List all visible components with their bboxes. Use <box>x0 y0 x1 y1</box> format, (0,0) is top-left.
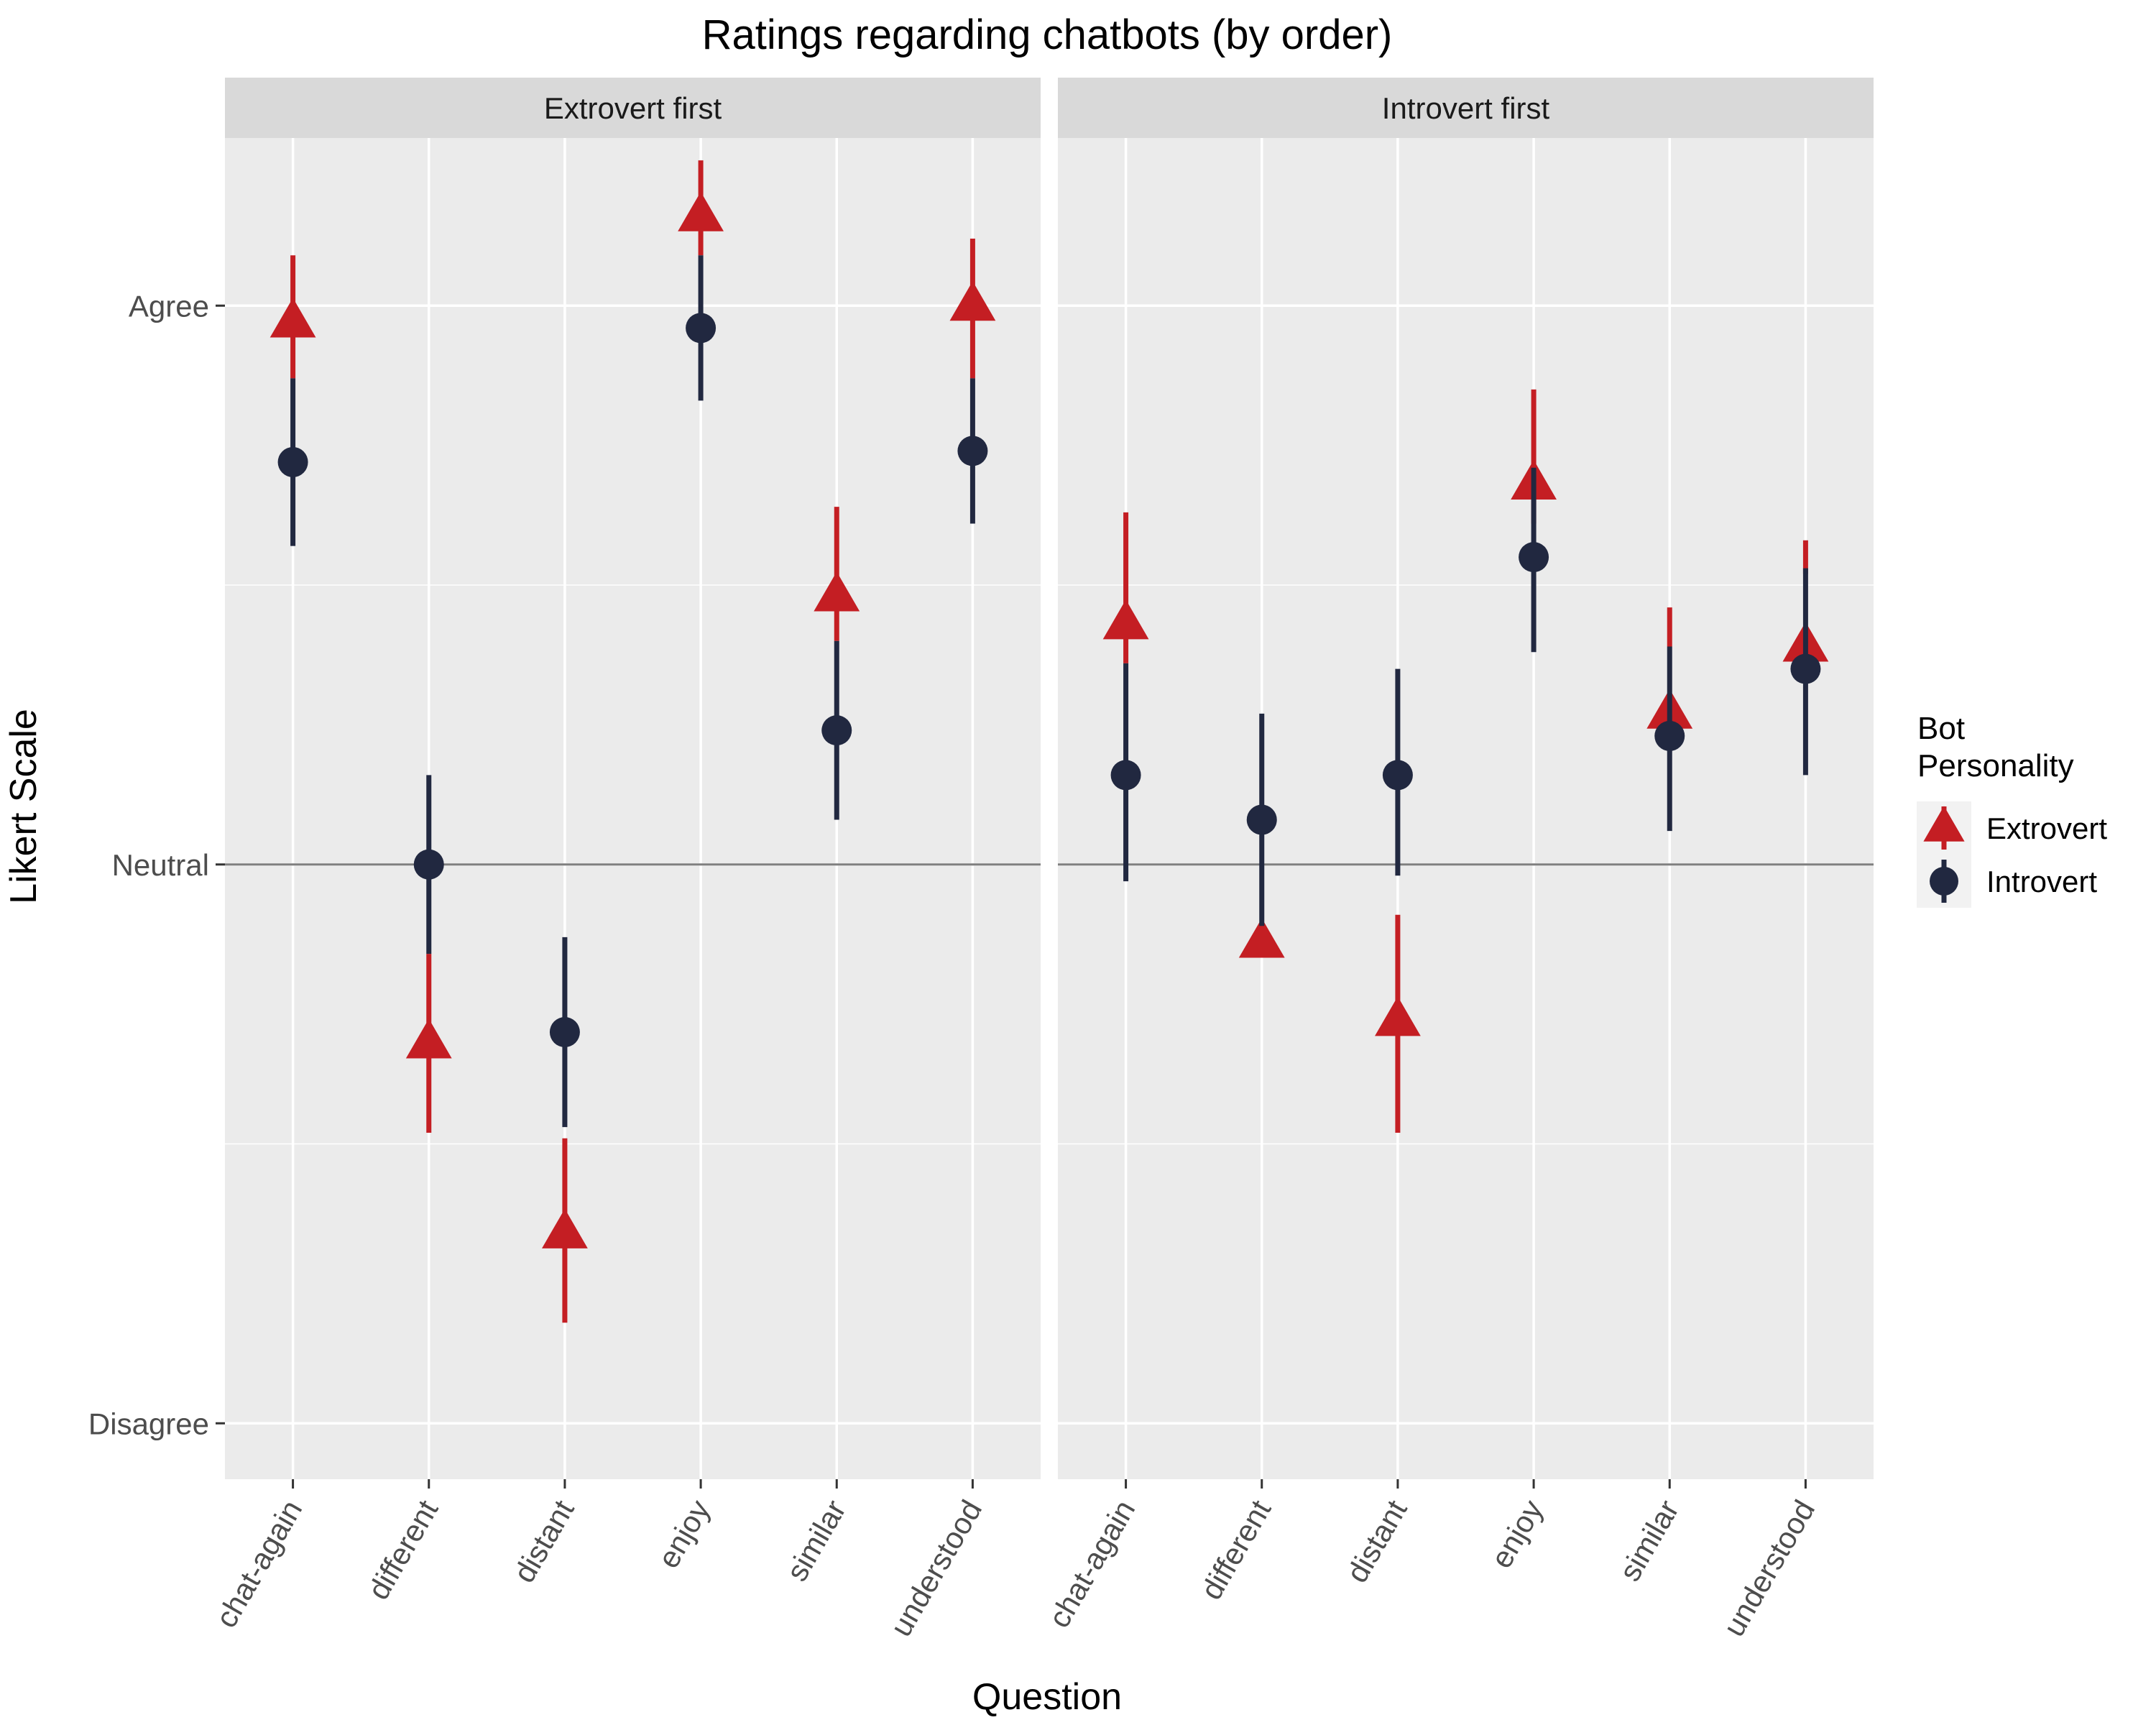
data-point-circle <box>1654 720 1685 751</box>
data-point-triangle <box>405 1018 452 1059</box>
panel-1: Extrovert first chat-again different distan… <box>209 78 1041 1642</box>
data-point-circle <box>1246 804 1277 835</box>
y-axis-title: Likert Scale <box>3 709 45 904</box>
panel-strip <box>225 78 1041 138</box>
data-point-circle <box>1790 653 1821 684</box>
y-tick-label: Disagree <box>88 1407 209 1440</box>
x-tick-label: understood <box>883 1494 988 1642</box>
chart-title: Ratings regarding chatbots (by order) <box>702 12 1393 58</box>
x-axis-title: Question <box>972 1676 1122 1718</box>
legend-title: Bot <box>1917 711 1965 746</box>
panel-strip <box>1058 78 1874 138</box>
x-tick-label: different <box>361 1494 444 1606</box>
panels-layer: Extrovert first chat-again different distan… <box>88 78 1874 1642</box>
panel-2: Introvert first chat-again different distan… <box>1042 78 1874 1642</box>
y-tick-label: Agree <box>129 289 209 323</box>
x-tick-label: similar <box>780 1494 852 1587</box>
data-point-circle <box>821 715 852 746</box>
data-point-triangle <box>542 1208 588 1248</box>
legend-title: Personality <box>1917 748 2074 783</box>
data-point-triangle <box>678 191 724 231</box>
legend-label: Introvert <box>1986 865 2097 898</box>
y-tick-label: Neutral <box>112 848 209 882</box>
legend-label: Extrovert <box>1986 811 2107 845</box>
x-tick-label: different <box>1194 1494 1277 1606</box>
data-point-circle <box>957 436 988 466</box>
data-point-triangle <box>814 571 860 612</box>
data-point-circle <box>1110 760 1141 791</box>
data-point-circle <box>413 849 444 880</box>
data-point-circle <box>549 1017 580 1047</box>
data-point-triangle <box>949 281 996 321</box>
panel-background <box>1058 138 1874 1479</box>
x-tick-label: chat-again <box>1042 1494 1142 1633</box>
data-point-triangle <box>1102 599 1149 640</box>
data-point-triangle <box>270 298 316 338</box>
panel-background <box>225 138 1041 1479</box>
panel-strip-label: Extrovert first <box>544 91 722 125</box>
legend-key-triangle <box>1923 806 1965 842</box>
data-point-circle <box>686 313 717 344</box>
data-point-circle <box>277 446 308 477</box>
data-point-circle <box>1519 542 1549 573</box>
x-tick-label: chat-again <box>209 1494 309 1633</box>
x-tick-label: enjoy <box>1484 1494 1549 1573</box>
data-point-triangle <box>1238 918 1285 958</box>
x-tick-label: similar <box>1613 1494 1685 1587</box>
legend-key-circle <box>1930 867 1958 896</box>
data-point-circle <box>1382 760 1413 791</box>
x-tick-label: distant <box>1340 1494 1414 1588</box>
y-axis: Agree Neutral Disagree <box>88 289 225 1440</box>
x-tick-label: distant <box>507 1494 581 1588</box>
panel-strip-label: Introvert first <box>1382 91 1550 125</box>
x-tick-label: understood <box>1716 1494 1821 1642</box>
data-point-triangle <box>1375 996 1421 1036</box>
x-tick-label: enjoy <box>651 1494 717 1573</box>
